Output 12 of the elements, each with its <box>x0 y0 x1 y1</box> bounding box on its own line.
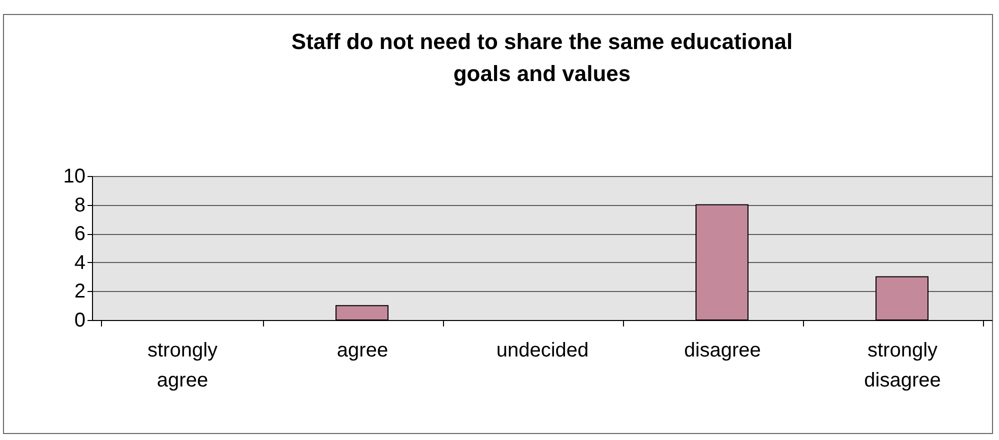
x-tick-label: strongly agree <box>147 340 218 392</box>
x-tick-label: undecided <box>496 340 589 362</box>
x-tick-label: disagree <box>684 340 761 362</box>
chart-title: Staff do not need to share the same educational goals and values <box>291 29 793 86</box>
x-tick-label: agree <box>336 340 388 362</box>
y-tick-label: 6 <box>74 223 86 246</box>
y-tick-label: 8 <box>74 194 86 216</box>
y-tick-label: 2 <box>74 280 86 303</box>
y-tick-label: 10 <box>63 166 86 188</box>
x-tick-label: strongly disagree <box>864 340 941 392</box>
y-tick-label: 4 <box>74 252 86 274</box>
y-tick-label: 0 <box>74 310 86 332</box>
